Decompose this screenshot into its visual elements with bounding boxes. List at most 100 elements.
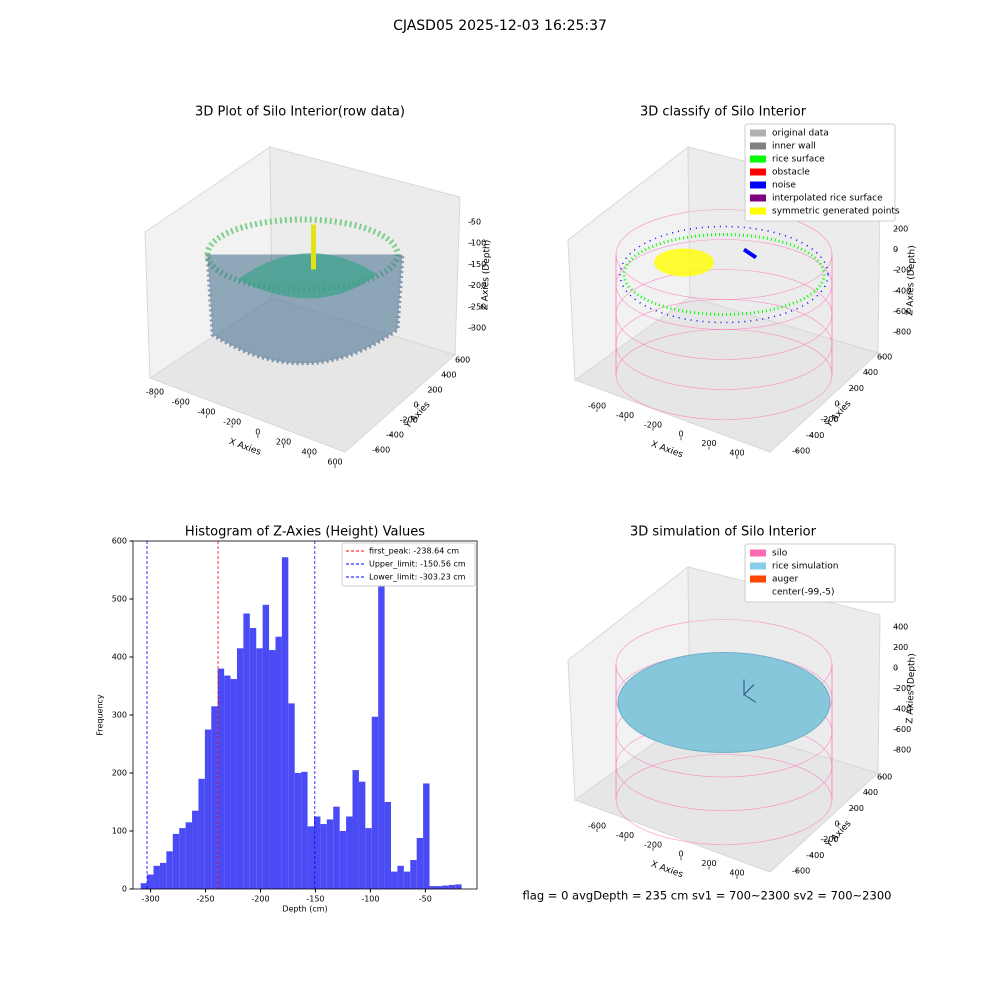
- chart-title: 3D Plot of Silo Interior(row data): [195, 105, 405, 120]
- x-tick-label: 600: [327, 458, 342, 467]
- y-tick-label: 400: [863, 788, 878, 797]
- y-tick-label: 400: [112, 653, 127, 662]
- bar: [384, 802, 392, 889]
- y-tick-label: 200: [112, 769, 127, 778]
- z-tick-label: -200: [468, 281, 486, 290]
- z-tick-label: -50: [468, 218, 481, 227]
- bar: [448, 884, 456, 889]
- y-tick-label: 500: [112, 595, 127, 604]
- bar: [339, 831, 347, 889]
- bar: [243, 613, 250, 889]
- y-tick-label: 600: [877, 353, 892, 362]
- legend-swatch: [750, 181, 766, 189]
- bar: [423, 783, 430, 889]
- y-tick-label: 300: [112, 711, 127, 720]
- axis-label: X Axies: [649, 440, 684, 461]
- bar: [262, 604, 270, 889]
- y-tick-label: 200: [849, 384, 864, 393]
- z-tick-label: -400: [893, 286, 911, 295]
- x-tick-label: -200: [251, 895, 269, 904]
- y-tick-label: 0: [835, 400, 840, 409]
- suptitle: CJASD05 2025-12-03 16:25:37: [393, 18, 607, 34]
- y-tick-label: 200: [849, 804, 864, 813]
- bar: [435, 886, 443, 889]
- y-axis-label: Frequency: [96, 694, 105, 736]
- bar: [204, 729, 212, 889]
- z-tick-label: -200: [893, 266, 911, 275]
- y-tick-label: -200: [820, 835, 838, 844]
- y-tick-label: 600: [455, 356, 470, 365]
- x-tick-label: 200: [701, 859, 716, 868]
- x-tick-label: -600: [588, 402, 606, 411]
- x-tick-label: -400: [616, 831, 634, 840]
- z-tick-label: -600: [893, 725, 911, 734]
- bar: [410, 860, 417, 889]
- pane-floor: [573, 296, 879, 453]
- bar: [166, 851, 173, 889]
- legend-label: center(-99,-5): [772, 588, 835, 598]
- legend-label: silo: [772, 549, 788, 559]
- noise: [619, 225, 829, 324]
- bar: [301, 771, 308, 889]
- y-tick-label: 600: [877, 773, 892, 782]
- bar: [172, 833, 180, 889]
- bar: [192, 810, 199, 889]
- z-tick-label: 400: [893, 623, 908, 632]
- legend-swatch: [750, 168, 766, 176]
- bar: [416, 837, 424, 889]
- bar: [256, 648, 263, 889]
- x-tick-label: -150: [306, 895, 324, 904]
- obstacle: [742, 247, 758, 260]
- bar: [217, 668, 225, 889]
- chart-title: 3D classify of Silo Interior: [640, 105, 807, 120]
- bar: [269, 650, 276, 889]
- legend-swatch: [750, 588, 766, 596]
- bar: [185, 822, 193, 889]
- bar: [153, 865, 160, 889]
- bar: [230, 679, 237, 889]
- bar: [320, 824, 327, 889]
- bar: [313, 816, 321, 889]
- x-tick-label: -600: [588, 822, 606, 831]
- pane-floor: [573, 716, 879, 873]
- legend-box: [744, 123, 896, 222]
- y-tick-label: -400: [386, 431, 404, 440]
- bar: [391, 871, 398, 889]
- bar: [140, 883, 148, 889]
- y-tick-label: -600: [792, 447, 810, 456]
- bar: [346, 816, 353, 889]
- legend-swatch: [750, 194, 766, 202]
- y-tick-label: -600: [372, 446, 390, 455]
- x-tick-label: 400: [729, 449, 744, 458]
- bar: [198, 778, 205, 889]
- legend-box: [744, 543, 896, 603]
- legend-label: obstacle: [772, 168, 810, 178]
- auger: [743, 679, 757, 703]
- surface: [237, 253, 378, 299]
- y-tick-label: 100: [112, 827, 127, 836]
- bar: [147, 874, 154, 889]
- footer-text: flag = 0 avgDepth = 235 cm sv1 = 700~230…: [523, 889, 892, 903]
- legend-label: inner wall: [772, 142, 816, 152]
- x-tick-label: -200: [644, 420, 662, 429]
- x-tick-label: -400: [616, 411, 634, 420]
- bar: [378, 578, 385, 889]
- z-tick-label: -600: [893, 307, 911, 316]
- y-tick-label: -400: [806, 851, 824, 860]
- axis-label: X Axies: [649, 860, 684, 881]
- bar: [352, 770, 359, 889]
- z-tick-label: -250: [468, 302, 486, 311]
- bar: [365, 828, 372, 889]
- legend-label: first_peak: -238.64 cm: [369, 547, 459, 556]
- x-tick-label: 200: [701, 439, 716, 448]
- legend-label: auger: [772, 575, 798, 585]
- legend-swatch: [750, 142, 766, 150]
- axis-label: Z Axies (Depth): [905, 245, 917, 316]
- legend-box: [341, 542, 476, 587]
- z-tick-label: -300: [468, 324, 486, 333]
- y-tick-label: 0: [414, 401, 419, 410]
- y-tick-label: 400: [863, 368, 878, 377]
- bar: [275, 636, 282, 889]
- bar: [455, 884, 462, 889]
